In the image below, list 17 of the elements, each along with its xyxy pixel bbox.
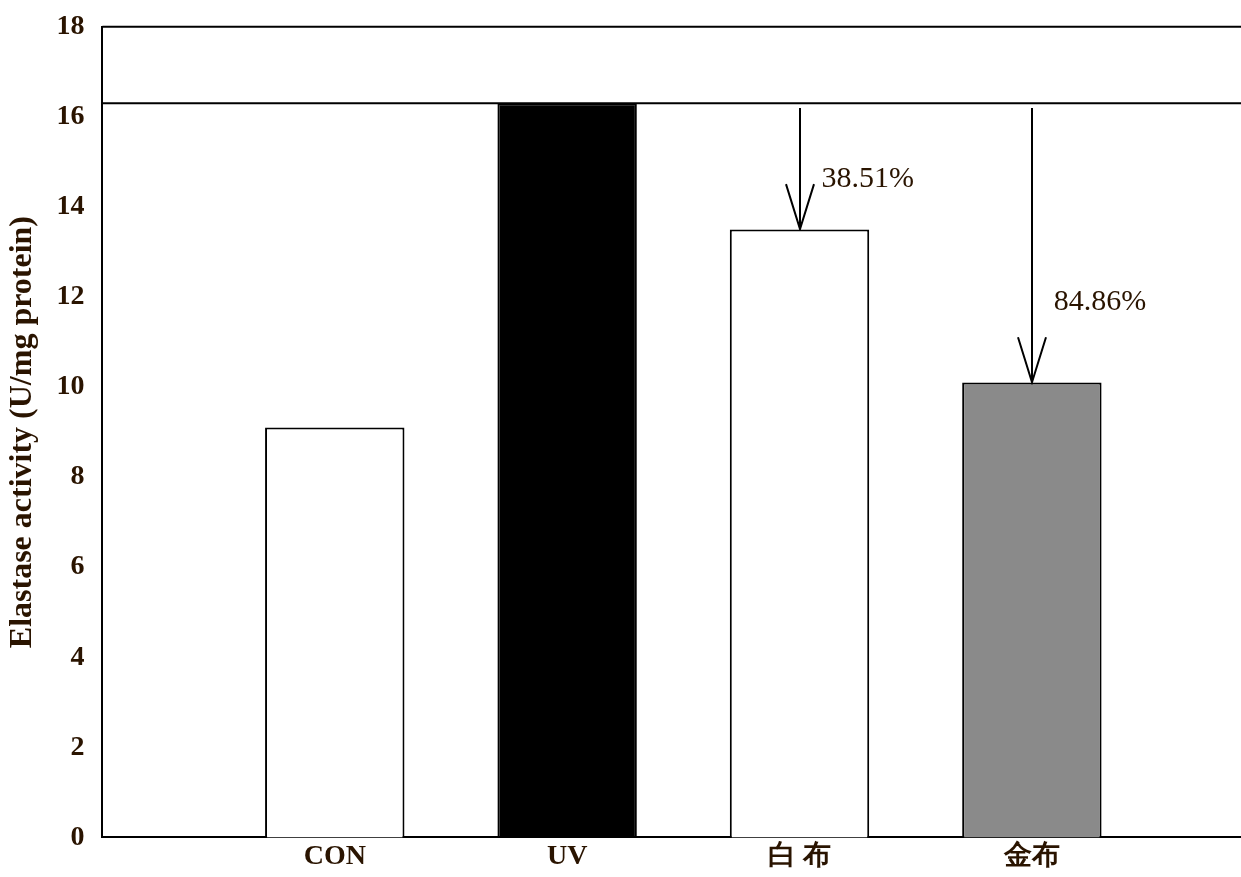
y-axis-title: Elastase activity (U/mg protein) xyxy=(2,215,39,649)
y-tick-label: 0 xyxy=(70,819,85,851)
x-tick-label: UV xyxy=(546,839,588,871)
y-tick-label: 10 xyxy=(56,369,85,401)
y-tick-label: 2 xyxy=(70,729,85,761)
x-tick-label: 白 布 xyxy=(768,839,831,871)
x-tick-label: 金布 xyxy=(1002,839,1060,871)
y-tick-label: 14 xyxy=(56,189,85,221)
x-tick-label: CON xyxy=(303,839,366,871)
y-tick-label: 4 xyxy=(70,639,85,671)
annotation: 38.51% xyxy=(821,160,914,194)
y-tick-label: 8 xyxy=(70,459,85,491)
annotation: 84.86% xyxy=(1053,282,1147,316)
y-tick-label: 16 xyxy=(56,99,85,131)
y-tick-label: 6 xyxy=(70,549,85,581)
y-tick-label: 18 xyxy=(56,9,85,41)
y-tick-label: 12 xyxy=(56,279,85,311)
